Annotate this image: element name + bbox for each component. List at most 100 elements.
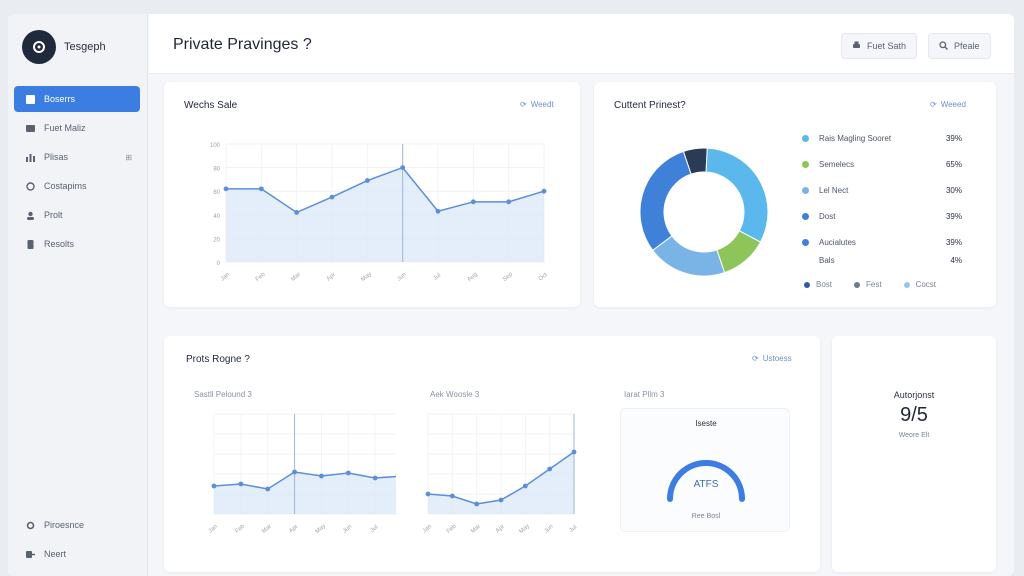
x-tick-label: Apr (495, 524, 506, 535)
x-tick-label: Apr (326, 272, 337, 283)
brand-name: Tesgeph (64, 41, 106, 53)
x-tick-label: May (518, 523, 531, 535)
gear-icon (26, 521, 35, 530)
data-point (364, 178, 370, 183)
weekly-sales-title: Wechs Sale (184, 100, 238, 111)
gauge-title: Iarat Pllm 3 (624, 390, 665, 399)
footer-legend-item: Bost (804, 280, 832, 289)
topbar: Private Pravinges ? Fuet Sath Pfeale (149, 14, 1014, 74)
data-point (506, 199, 512, 205)
sidebar-item-resolts[interactable]: Resolts (14, 231, 140, 257)
score-value: 9/5 (900, 404, 928, 426)
sidebar-item-neert[interactable]: Neert (14, 541, 140, 567)
legend-swatch (802, 239, 809, 246)
x-tick-label: Feb (234, 523, 246, 535)
sidebar-item-boserrs[interactable]: Boserrs (14, 86, 140, 112)
sidebar-item-costapims[interactable]: Costapims (14, 173, 140, 199)
legend-swatch (802, 213, 809, 220)
content-donut-chart (639, 147, 769, 277)
footer-legend-label: Bost (816, 280, 833, 289)
mini-line-chart-1: Jan Feb Mar Apr May Jun Jul Aug (208, 413, 396, 535)
data-point (319, 473, 324, 479)
gauge-fill (667, 460, 745, 502)
legend-label: Semelecs (819, 160, 855, 169)
sidebar-item-label: Neert (44, 549, 67, 559)
footer-legend-label: Cocst (915, 280, 937, 289)
legend-item: Semelecs 65% (802, 160, 962, 169)
weekly-sales-chart: 100 80 60 40 20 0 Jan Feb Mar Apr May Jun Jul Aug Sep O… (210, 143, 549, 283)
x-tick-label: May (360, 271, 373, 283)
data-point (211, 483, 217, 489)
grid-badge-icon: ⊞ (125, 152, 132, 162)
sidebar-item-plisas[interactable]: Plisas ⊞ (14, 144, 140, 170)
legend-label: Bals (819, 256, 835, 265)
data-point (400, 165, 406, 170)
score-subtitle: Weore Elt (898, 432, 930, 439)
x-tick-label: Feb (255, 271, 267, 283)
sidebar: Tesgeph Boserrs Fuet Maliz Plisas ⊞ Cost… (8, 14, 148, 576)
sidebar-item-fuet-maliz[interactable]: Fuet Maliz (14, 115, 140, 141)
weekly-sales-link[interactable]: ⟳ Weedt (520, 100, 554, 109)
y-tick-label: 20 (213, 237, 220, 243)
sidebar-item-prolt[interactable]: Prolt (14, 202, 140, 228)
legend-swatch (804, 281, 810, 288)
sidebar-item-label: Boserrs (44, 94, 76, 104)
x-tick-label: Jul (568, 524, 578, 534)
search-button[interactable]: Pfeale (928, 33, 991, 59)
pie-slice (639, 150, 692, 251)
x-tick-label: May (315, 523, 328, 535)
settings-icon (26, 181, 35, 191)
x-tick-label: Jul (432, 272, 442, 282)
footer-legend: Bost Fest Cocst (804, 280, 936, 289)
weekly-sales-card: Wechs Sale ⟳ Weedt 100 80 60 40 20 0 Jan Feb Mar… (164, 82, 580, 307)
document-icon (26, 239, 35, 249)
y-tick-label: 40 (213, 214, 220, 220)
sidebar-item-label: Piroesnce (44, 520, 85, 530)
x-tick-label: Feb (446, 523, 458, 535)
legend-value: 39% (945, 212, 962, 221)
revenue-card: Prots Rogne ? ⟳ Ustoess Sastll Pelound 3… (164, 336, 820, 572)
area-fill (214, 472, 396, 514)
area-fill (226, 167, 544, 262)
legend-value: 30% (945, 186, 962, 195)
sidebar-bottom-nav: Piroesnce Neert (14, 512, 140, 570)
revenue-link[interactable]: ⟳ Ustoess (752, 354, 792, 363)
x-tick-label: Sep (502, 271, 515, 283)
x-tick-label: Jun (342, 524, 353, 535)
legend-item: Bals 4% (802, 256, 962, 265)
data-point (435, 208, 441, 214)
data-point (294, 210, 300, 215)
print-button[interactable]: Fuet Sath (841, 33, 918, 59)
series-line (213, 471, 396, 490)
legend-label: Rais Magling Sooret (819, 134, 892, 143)
brand[interactable]: Tesgeph (22, 30, 106, 64)
legend-value: 39% (945, 134, 962, 143)
mini-chart-1-title: Sastll Pelound 3 (194, 390, 252, 399)
footer-legend-item: Fest (854, 280, 882, 289)
data-point (223, 186, 229, 192)
data-point (329, 194, 335, 200)
app-window: Tesgeph Boserrs Fuet Maliz Plisas ⊞ Cost… (8, 14, 1014, 576)
refresh-icon: ⟳ (752, 354, 759, 363)
x-tick-label: Jun (543, 524, 554, 535)
brand-logo (22, 30, 56, 64)
gauge-panel: Iseste ATFS Ree Bosl (620, 408, 790, 532)
content-priority-link[interactable]: ⟳ Weeed (930, 100, 966, 109)
legend-item: Rais Magling Sooret 39% (802, 134, 962, 143)
legend-value: 65% (945, 160, 962, 169)
sidebar-item-label: Fuet Maliz (44, 123, 86, 133)
data-point (541, 188, 547, 194)
dashboard-icon (26, 94, 35, 104)
sidebar-item-label: Prolt (44, 210, 63, 220)
mini-line-chart-2: Jan Feb Mar Apr May Jun Jul (422, 413, 578, 535)
revenue-link-label: Ustoess (762, 354, 792, 363)
data-point (425, 491, 431, 497)
revenue-title: Prots Rogne ? (186, 354, 250, 365)
print-icon (852, 41, 861, 52)
sidebar-nav: Boserrs Fuet Maliz Plisas ⊞ Costapims Pr… (14, 86, 140, 260)
sidebar-item-piroesnce[interactable]: Piroesnce (14, 512, 140, 538)
series-line (226, 166, 545, 214)
folder-icon (26, 124, 35, 133)
content-priority-title: Cuttent Prinest? (614, 100, 686, 111)
search-button-label: Pfeale (954, 41, 980, 51)
